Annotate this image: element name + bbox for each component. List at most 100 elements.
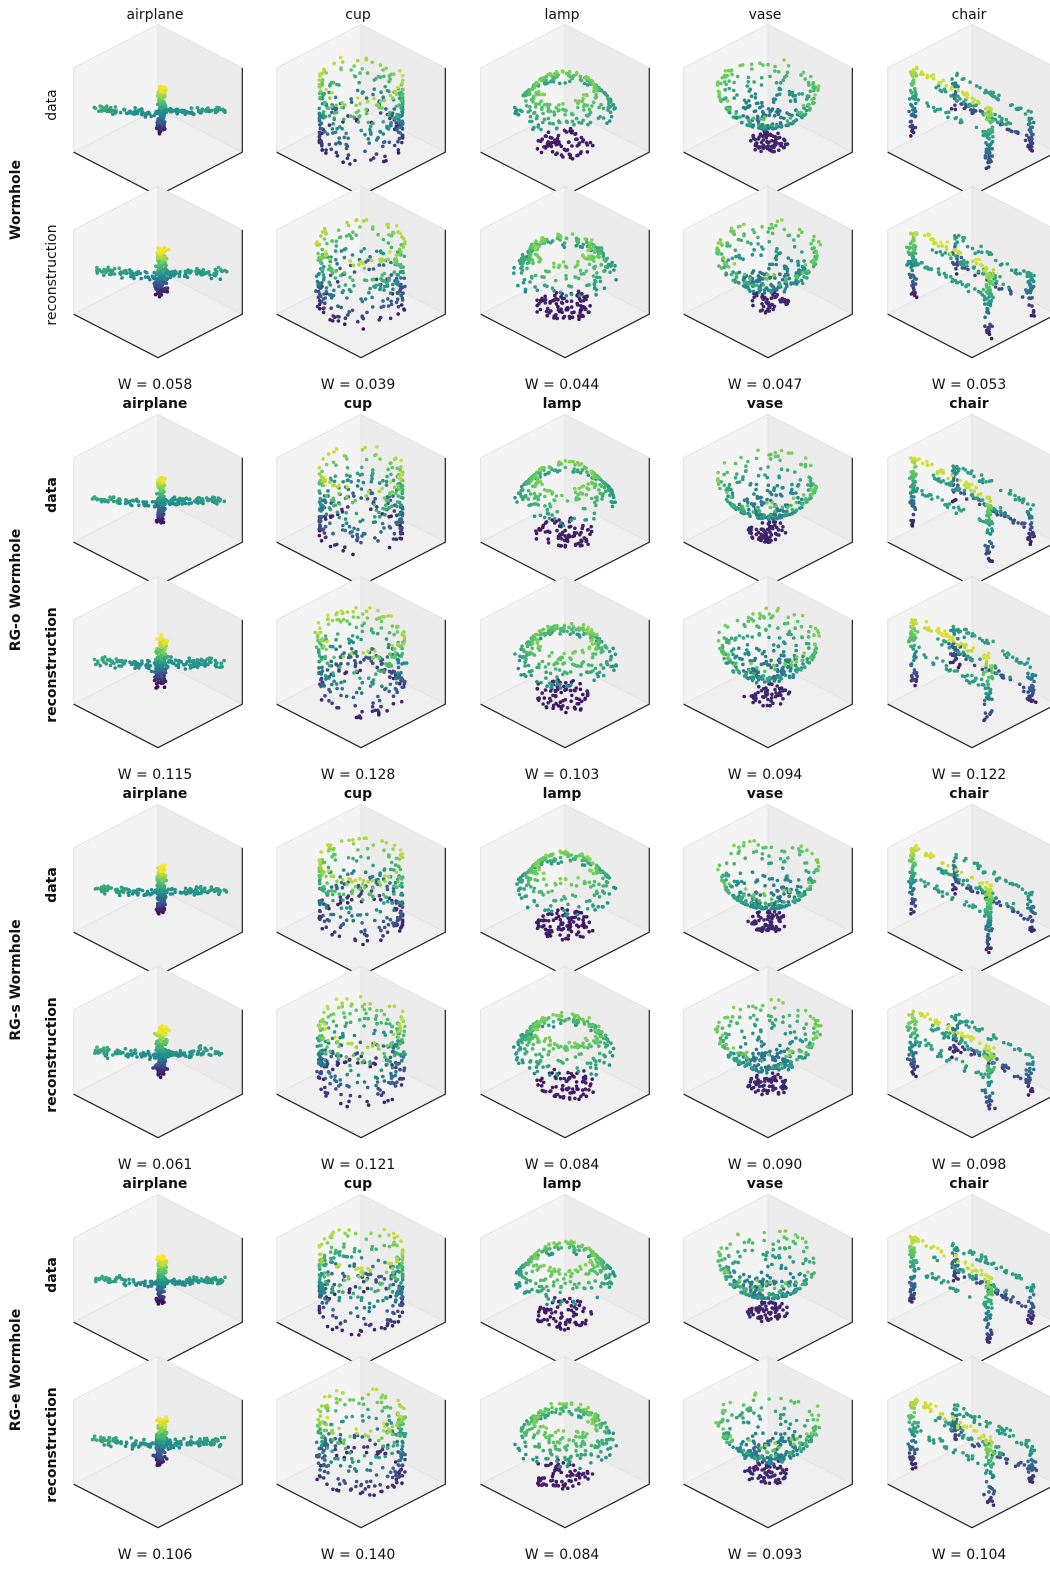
point	[384, 479, 389, 484]
point	[733, 248, 738, 253]
point	[907, 97, 912, 101]
point	[343, 283, 348, 287]
point	[379, 662, 384, 666]
point	[746, 80, 751, 84]
point	[576, 259, 580, 264]
point	[905, 263, 909, 267]
point	[543, 294, 547, 299]
point	[387, 89, 391, 94]
point	[381, 140, 386, 145]
point	[954, 272, 959, 276]
point	[342, 255, 347, 260]
point	[206, 662, 210, 666]
point	[396, 130, 401, 135]
point	[523, 93, 528, 98]
point	[775, 219, 780, 224]
point	[364, 609, 369, 614]
point	[352, 283, 356, 288]
point	[102, 273, 106, 278]
point	[92, 657, 97, 662]
point	[330, 104, 334, 109]
point	[555, 151, 559, 155]
point	[381, 251, 386, 256]
point	[520, 264, 524, 269]
point	[118, 110, 123, 115]
point	[542, 283, 547, 288]
point	[808, 89, 813, 93]
point	[103, 108, 107, 113]
point	[562, 241, 567, 245]
point	[385, 125, 389, 130]
point	[749, 94, 754, 98]
point	[730, 256, 735, 261]
point	[557, 103, 561, 107]
point	[396, 624, 400, 629]
point	[803, 112, 807, 117]
point	[586, 542, 590, 547]
point	[1013, 130, 1018, 134]
point	[776, 131, 780, 136]
point	[600, 494, 605, 498]
point	[752, 109, 757, 114]
point	[327, 114, 332, 118]
point	[381, 299, 385, 303]
point	[379, 305, 384, 310]
point	[805, 97, 809, 101]
point	[351, 640, 356, 645]
point	[560, 310, 564, 315]
point	[199, 110, 204, 115]
point	[361, 480, 366, 485]
point	[797, 92, 801, 96]
point	[944, 275, 948, 279]
point	[387, 669, 392, 674]
point	[159, 284, 163, 289]
point	[108, 109, 112, 114]
point	[352, 270, 357, 274]
point	[530, 276, 534, 280]
point	[387, 113, 391, 117]
point	[586, 248, 590, 253]
point	[949, 87, 953, 91]
point	[384, 107, 388, 111]
point	[397, 474, 401, 479]
point	[757, 123, 761, 127]
point	[349, 100, 354, 104]
point	[213, 658, 218, 663]
point	[728, 107, 732, 111]
point	[931, 238, 935, 242]
point	[400, 484, 405, 488]
point	[168, 500, 172, 504]
point	[317, 671, 321, 676]
point	[972, 265, 976, 269]
point	[395, 500, 400, 504]
point	[334, 612, 338, 617]
point	[355, 532, 360, 537]
point	[552, 516, 557, 521]
point	[543, 134, 548, 138]
point	[574, 238, 579, 243]
point	[537, 260, 541, 264]
point	[338, 141, 343, 146]
point	[968, 80, 972, 84]
point	[1010, 129, 1014, 134]
point	[990, 154, 994, 158]
point	[966, 267, 970, 272]
point	[915, 66, 919, 71]
point	[112, 272, 117, 276]
point	[353, 661, 358, 666]
point	[546, 541, 551, 545]
point	[1009, 292, 1013, 296]
point	[517, 258, 522, 263]
point	[328, 476, 333, 481]
point	[357, 80, 361, 85]
point	[389, 614, 393, 618]
point	[333, 95, 338, 100]
point	[345, 473, 349, 478]
point	[801, 103, 806, 108]
point	[317, 631, 321, 635]
point	[578, 687, 583, 692]
point	[781, 145, 786, 150]
point	[598, 279, 603, 284]
point	[316, 621, 321, 625]
point	[787, 92, 792, 97]
